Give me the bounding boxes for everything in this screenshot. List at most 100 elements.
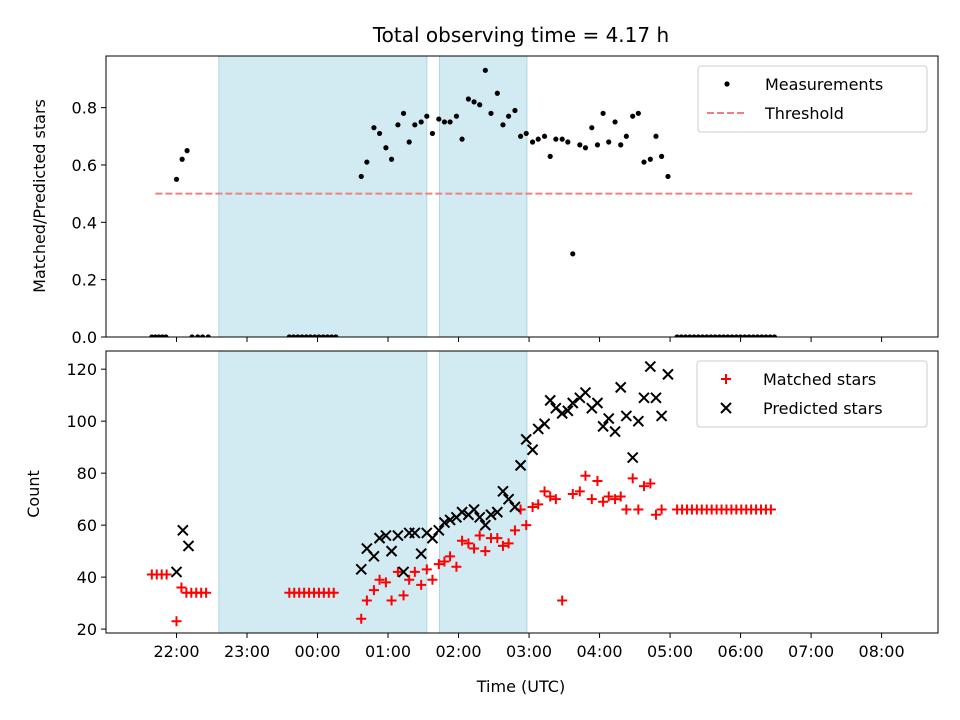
measurement-point bbox=[506, 113, 512, 119]
predicted-star-point bbox=[591, 397, 604, 409]
matched-star-point bbox=[574, 486, 585, 497]
x-tick-label: 06:00 bbox=[718, 642, 764, 661]
matched-star-point bbox=[638, 481, 649, 492]
measurement-point bbox=[635, 110, 641, 116]
measurement-point bbox=[286, 334, 292, 337]
legend-box bbox=[696, 360, 928, 428]
matched-star-point bbox=[557, 595, 568, 606]
matched-star-point bbox=[598, 496, 609, 507]
measurement-point bbox=[712, 334, 718, 337]
measurement-point bbox=[299, 334, 305, 337]
predicted-star-point bbox=[638, 392, 650, 404]
measurement-point bbox=[577, 142, 583, 148]
y-tick-label: 0.0 bbox=[72, 328, 97, 347]
legend: Matched stars Predicted stars bbox=[696, 360, 928, 428]
axes-frame bbox=[105, 350, 939, 634]
measurement-point bbox=[295, 334, 301, 337]
measurement-point bbox=[383, 145, 389, 151]
legend-marker-predicted bbox=[720, 402, 732, 414]
measurement-point bbox=[205, 334, 211, 337]
predicted-star-point bbox=[509, 501, 521, 513]
y-tick-label: 100 bbox=[66, 412, 97, 431]
axes-frame bbox=[105, 55, 939, 338]
measurement-point bbox=[441, 119, 448, 125]
predicted-star-point bbox=[526, 444, 539, 456]
observing-span-0 bbox=[218, 351, 427, 633]
measurement-point bbox=[529, 139, 536, 145]
series-measurements bbox=[149, 67, 778, 337]
legend-box bbox=[697, 65, 928, 133]
measurement-point bbox=[600, 110, 606, 116]
measurement-point bbox=[303, 334, 309, 337]
predicted-star-point bbox=[170, 566, 183, 578]
measurement-point bbox=[612, 119, 618, 125]
matched-star-point bbox=[361, 595, 372, 606]
predicted-star-point bbox=[456, 506, 468, 518]
y-tick-label: 80 bbox=[77, 464, 97, 483]
matched-star-point bbox=[645, 478, 656, 489]
plot-area bbox=[149, 56, 916, 337]
matched-star-point bbox=[409, 566, 420, 577]
matched-star-point bbox=[161, 569, 172, 580]
observing-span-1 bbox=[439, 56, 527, 337]
predicted-star-point bbox=[479, 519, 492, 531]
predicted-star-point bbox=[514, 459, 527, 472]
measurement-point bbox=[725, 334, 731, 337]
matched-star-point bbox=[567, 488, 578, 499]
measurement-point bbox=[477, 102, 483, 108]
measurement-point bbox=[623, 133, 629, 139]
predicted-star-point bbox=[497, 485, 509, 498]
matched-star-point bbox=[615, 491, 626, 502]
predicted-star-point bbox=[502, 493, 515, 505]
measurement-point bbox=[329, 334, 335, 337]
matched-star-point bbox=[469, 543, 480, 554]
x-tick-label: 03:00 bbox=[506, 642, 552, 661]
x-tick-label: 08:00 bbox=[859, 642, 905, 661]
measurement-point bbox=[565, 139, 571, 145]
predicted-star-point bbox=[626, 451, 639, 464]
measurement-point bbox=[708, 334, 714, 337]
measurement-point bbox=[364, 159, 370, 165]
matched-star-point bbox=[356, 613, 367, 624]
measurement-point bbox=[290, 334, 297, 337]
predicted-star-point bbox=[556, 407, 568, 420]
measurement-point bbox=[582, 145, 589, 151]
measurement-point bbox=[759, 334, 765, 337]
measurement-point bbox=[606, 139, 612, 145]
x-tick-label: 01:00 bbox=[365, 642, 411, 661]
matched-star-point bbox=[603, 491, 614, 502]
predicted-star-point bbox=[392, 529, 404, 542]
measurement-point bbox=[541, 133, 548, 139]
measurement-point bbox=[699, 334, 706, 337]
matched-star-point bbox=[492, 533, 503, 544]
predicted-star-point bbox=[380, 529, 392, 542]
matched-star-point bbox=[586, 494, 597, 505]
y-tick-label: 0.2 bbox=[72, 271, 97, 290]
measurement-point bbox=[459, 136, 465, 142]
predicted-star-point bbox=[468, 503, 480, 516]
matched-star-point bbox=[386, 595, 397, 606]
y-tick-label: 120 bbox=[66, 360, 97, 379]
predicted-star-point bbox=[433, 524, 445, 537]
predicted-star-point bbox=[662, 368, 674, 381]
predicted-star-point bbox=[579, 386, 592, 399]
y-tick-label: 0.8 bbox=[72, 99, 97, 118]
matched-star-point bbox=[176, 582, 187, 593]
x-tick-label: 05:00 bbox=[647, 642, 693, 661]
matched-star-point bbox=[392, 566, 403, 577]
measurement-point bbox=[737, 334, 744, 337]
matched-star-point bbox=[427, 574, 438, 585]
measurement-point bbox=[453, 113, 460, 119]
legend-label-matched: Matched stars bbox=[763, 370, 876, 389]
x-tick-label: 23:00 bbox=[224, 642, 270, 661]
measurement-point bbox=[400, 110, 407, 116]
predicted-star-point bbox=[355, 563, 367, 576]
measurement-point bbox=[195, 334, 201, 337]
measurement-point bbox=[482, 67, 488, 73]
predicted-star-point bbox=[632, 415, 645, 427]
predicted-star-point bbox=[444, 514, 456, 526]
measurement-point bbox=[665, 173, 671, 180]
predicted-star-point bbox=[650, 392, 662, 404]
predicted-star-point bbox=[485, 509, 497, 521]
matched-star-point bbox=[621, 504, 632, 515]
